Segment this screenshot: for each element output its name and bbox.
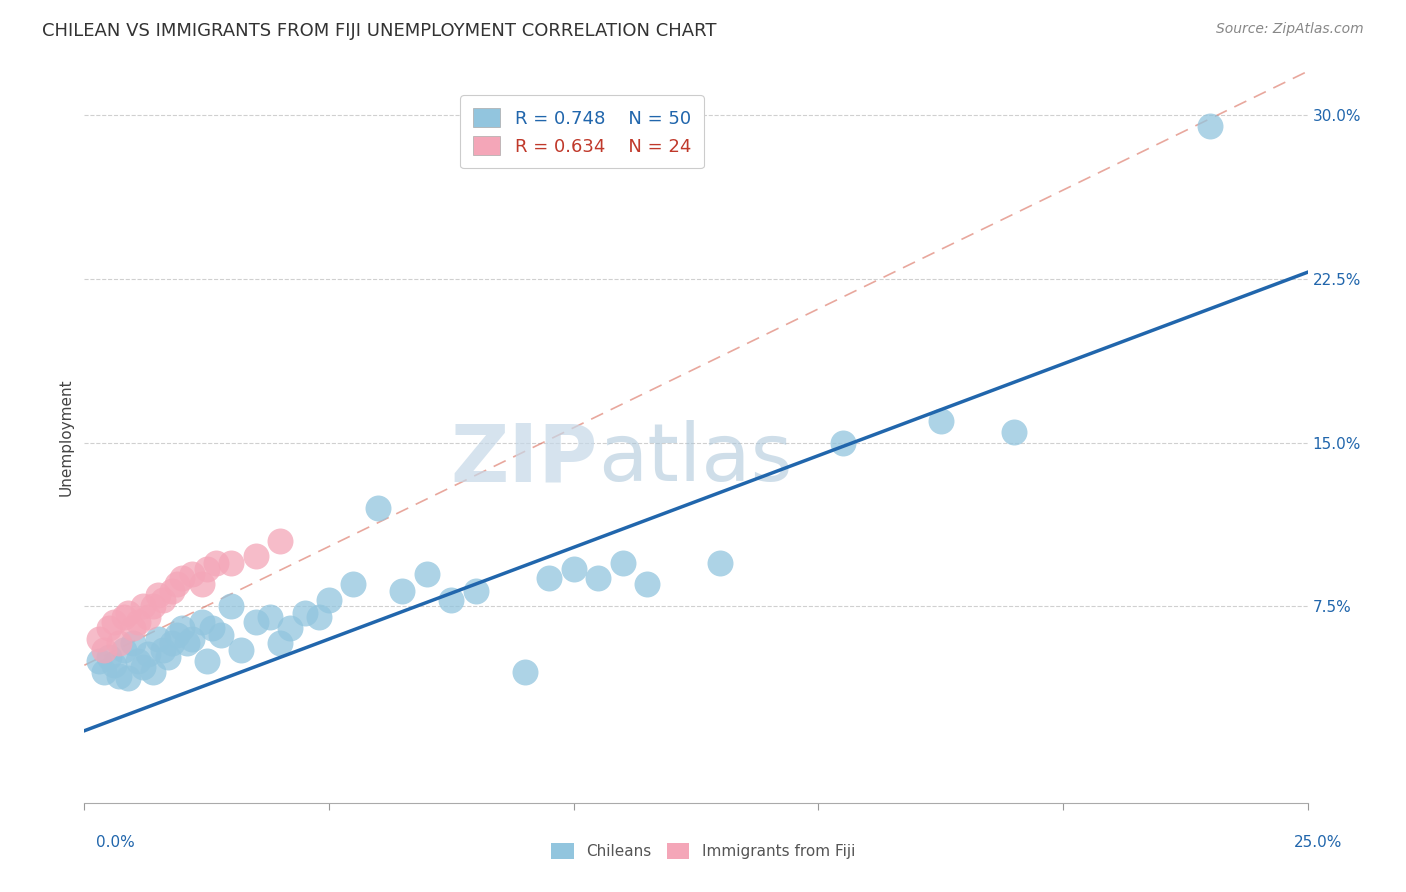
Point bbox=[162, 636, 184, 650]
Point bbox=[200, 621, 222, 635]
Point bbox=[318, 592, 340, 607]
Point bbox=[97, 621, 120, 635]
Point bbox=[136, 610, 159, 624]
Point bbox=[391, 584, 413, 599]
Point bbox=[464, 584, 486, 599]
Point bbox=[367, 501, 389, 516]
Point bbox=[278, 621, 301, 635]
Point bbox=[166, 577, 188, 591]
Point bbox=[152, 592, 174, 607]
Point bbox=[209, 628, 232, 642]
Point bbox=[513, 665, 536, 679]
Point bbox=[142, 599, 165, 614]
Point bbox=[709, 556, 731, 570]
Point bbox=[245, 549, 267, 563]
Text: Source: ZipAtlas.com: Source: ZipAtlas.com bbox=[1216, 22, 1364, 37]
Point bbox=[219, 556, 242, 570]
Point bbox=[132, 660, 155, 674]
Point bbox=[103, 658, 125, 673]
Point bbox=[122, 621, 145, 635]
Point bbox=[269, 533, 291, 548]
Point bbox=[191, 615, 214, 629]
Text: CHILEAN VS IMMIGRANTS FROM FIJI UNEMPLOYMENT CORRELATION CHART: CHILEAN VS IMMIGRANTS FROM FIJI UNEMPLOY… bbox=[42, 22, 717, 40]
Point bbox=[586, 571, 609, 585]
Point bbox=[195, 654, 218, 668]
Point bbox=[166, 628, 188, 642]
Point bbox=[172, 571, 194, 585]
Point bbox=[142, 665, 165, 679]
Point bbox=[122, 636, 145, 650]
Point bbox=[562, 562, 585, 576]
Point bbox=[87, 632, 110, 646]
Point bbox=[162, 584, 184, 599]
Y-axis label: Unemployment: Unemployment bbox=[58, 378, 73, 496]
Point bbox=[636, 577, 658, 591]
Point bbox=[308, 610, 330, 624]
Point bbox=[132, 599, 155, 614]
Point bbox=[107, 669, 129, 683]
Point bbox=[136, 648, 159, 662]
Point bbox=[245, 615, 267, 629]
Point bbox=[1002, 425, 1025, 439]
Point bbox=[112, 643, 135, 657]
Point bbox=[612, 556, 634, 570]
Point bbox=[117, 606, 139, 620]
Text: 0.0%: 0.0% bbox=[96, 836, 135, 850]
Point bbox=[152, 643, 174, 657]
Point bbox=[103, 615, 125, 629]
Point bbox=[112, 610, 135, 624]
Point bbox=[176, 636, 198, 650]
Point bbox=[538, 571, 561, 585]
Point bbox=[146, 632, 169, 646]
Text: atlas: atlas bbox=[598, 420, 793, 498]
Point bbox=[929, 414, 952, 428]
Point bbox=[127, 654, 149, 668]
Point bbox=[294, 606, 316, 620]
Point bbox=[93, 665, 115, 679]
Point bbox=[205, 556, 228, 570]
Point bbox=[219, 599, 242, 614]
Point bbox=[117, 671, 139, 685]
Point bbox=[229, 643, 252, 657]
Point bbox=[416, 566, 439, 581]
Point bbox=[181, 632, 204, 646]
Point bbox=[93, 643, 115, 657]
Point bbox=[259, 610, 281, 624]
Legend: R = 0.748    N = 50, R = 0.634    N = 24: R = 0.748 N = 50, R = 0.634 N = 24 bbox=[460, 95, 703, 169]
Point bbox=[269, 636, 291, 650]
Point bbox=[1198, 119, 1220, 133]
Legend: Chileans, Immigrants from Fiji: Chileans, Immigrants from Fiji bbox=[543, 835, 863, 866]
Point bbox=[172, 621, 194, 635]
Point bbox=[831, 435, 853, 450]
Point bbox=[107, 636, 129, 650]
Point bbox=[156, 649, 179, 664]
Point bbox=[342, 577, 364, 591]
Text: 25.0%: 25.0% bbox=[1295, 836, 1343, 850]
Point bbox=[146, 588, 169, 602]
Point bbox=[191, 577, 214, 591]
Point bbox=[195, 562, 218, 576]
Point bbox=[127, 615, 149, 629]
Text: ZIP: ZIP bbox=[451, 420, 598, 498]
Point bbox=[97, 649, 120, 664]
Point bbox=[181, 566, 204, 581]
Point bbox=[87, 654, 110, 668]
Point bbox=[440, 592, 463, 607]
